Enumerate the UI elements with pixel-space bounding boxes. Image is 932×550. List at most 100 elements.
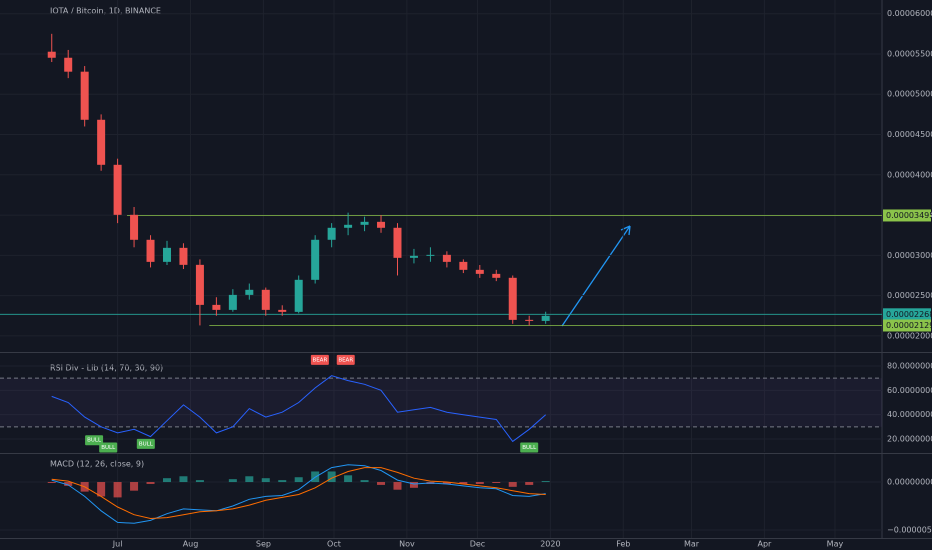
candle-body: [47, 51, 56, 58]
candle-body: [393, 227, 402, 258]
x-tick-label: Feb: [616, 540, 630, 549]
macd-histogram-bar: [162, 478, 171, 483]
rsi-title: RSI Div - Lib (14, 70, 30, 90): [50, 364, 163, 373]
macd-histogram-bar: [47, 482, 56, 483]
y-tick-label: 0.00004000: [887, 170, 932, 179]
macd-histogram-bar: [64, 482, 73, 486]
candle-body: [525, 319, 534, 321]
macd-histogram-bar: [541, 481, 550, 483]
y-tick-label: 40.00000000: [887, 410, 932, 419]
y-tick-label: 0.00002500: [887, 291, 932, 300]
candle-body: [311, 239, 320, 280]
macd-histogram-bar: [327, 471, 336, 483]
macd-histogram-bar: [245, 476, 254, 483]
macd-title: MACD (12, 26, close, 9): [50, 460, 144, 469]
candle-body: [195, 264, 204, 305]
candle-body: [294, 279, 303, 312]
candle-body: [344, 224, 353, 228]
signal-tag: [336, 354, 355, 365]
macd-histogram-bar: [508, 482, 517, 487]
candle-body: [377, 221, 386, 228]
rsi-band: [0, 378, 882, 427]
macd-histogram-bar: [228, 479, 237, 483]
macd-histogram-bar: [344, 475, 353, 483]
candle-body: [130, 214, 139, 240]
level-label: 0.00003495: [886, 211, 932, 220]
x-tick-label: Mar: [684, 540, 700, 549]
signal-label: BULL: [139, 441, 154, 447]
signal-tag: [99, 442, 118, 453]
macd-histogram-bar: [409, 482, 418, 488]
x-tick-label: Sep: [256, 540, 271, 549]
candle-body: [64, 57, 73, 72]
candle-body: [179, 247, 188, 265]
projection-arrow: [561, 225, 631, 327]
macd-histogram-bar: [475, 482, 484, 484]
x-tick-label: Dec: [470, 540, 485, 549]
candle-body: [228, 294, 237, 310]
level-label-box: [883, 319, 931, 332]
candle-body: [97, 119, 106, 165]
candle-body: [113, 164, 122, 215]
level-label-box: [883, 308, 931, 321]
macd-line: [51, 464, 546, 524]
candle-body: [360, 221, 369, 225]
macd-histogram-bar: [525, 482, 534, 485]
signal-label: BULL: [87, 438, 102, 444]
chart-title: IOTA / Bitcoin, 1D, BINANCE: [50, 7, 161, 16]
macd-histogram-bar: [360, 480, 369, 483]
candle-body: [278, 309, 287, 312]
candle-body: [541, 315, 550, 321]
candle-body: [212, 304, 221, 310]
candle-body: [245, 289, 254, 295]
x-tick-label: 2020: [540, 540, 560, 549]
macd-histogram-bar: [377, 482, 386, 485]
candle-body: [492, 273, 501, 278]
macd-line: [51, 467, 546, 520]
signal-tag: [136, 438, 155, 449]
macd-histogram-bar: [261, 478, 270, 483]
signal-label: BEAR: [312, 357, 327, 363]
macd-histogram-bar: [393, 482, 402, 490]
macd-histogram-bar: [113, 482, 122, 498]
candle-body: [459, 261, 468, 270]
signal-label: BULL: [101, 445, 116, 451]
y-tick-label: 0.00004500: [887, 130, 932, 139]
signal-tag: [520, 442, 539, 453]
signal-label: BULL: [522, 445, 537, 451]
macd-histogram-bar: [195, 480, 204, 483]
candle-body: [409, 255, 418, 258]
candle-body: [146, 239, 155, 262]
macd-histogram-bar: [459, 482, 468, 484]
y-tick-label: 0.00000000: [887, 478, 932, 487]
y-tick-label: 20.00000000: [887, 434, 932, 443]
y-tick-label: 60.00000000: [887, 386, 932, 395]
level-label: 0.00002129: [886, 321, 932, 330]
macd-histogram-bar: [442, 482, 451, 484]
x-tick-label: Aug: [183, 540, 199, 549]
level-label: 0.00002268: [886, 310, 932, 319]
macd-histogram-bar: [278, 480, 287, 483]
signal-tag: [310, 354, 329, 365]
macd-histogram-bar: [294, 477, 303, 483]
signal-label: BEAR: [338, 357, 353, 363]
x-tick-label: Apr: [757, 540, 772, 549]
candle-body: [80, 71, 89, 120]
candle-body: [426, 254, 435, 256]
y-tick-label: −0.00000500: [887, 526, 932, 535]
level-label-box: [883, 209, 931, 222]
y-tick-label: 0.00005500: [887, 49, 932, 58]
x-tick-label: Oct: [327, 540, 341, 549]
macd-histogram-bar: [97, 482, 106, 497]
macd-histogram-bar: [146, 482, 155, 484]
x-tick-label: Jul: [112, 540, 123, 549]
grid: [0, 0, 882, 538]
signal-tag: [85, 435, 104, 446]
macd-histogram-bar: [179, 476, 188, 483]
rsi-line: [51, 375, 547, 443]
candle-body: [475, 269, 484, 274]
candle-body: [327, 227, 336, 240]
y-tick-label: 0.00002000: [887, 331, 932, 340]
